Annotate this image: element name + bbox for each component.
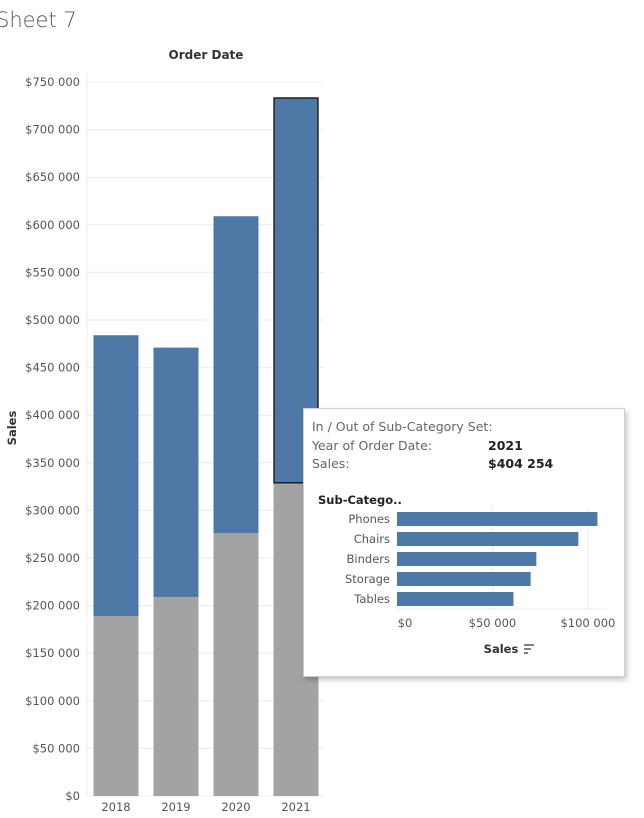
tt-x-tick-label: $50 000 bbox=[469, 616, 517, 630]
tt-x-tick-label: $100 000 bbox=[560, 616, 615, 630]
sheet-title: Sheet 7 bbox=[0, 8, 77, 32]
tt-row-header: Sub-Catego.. bbox=[318, 493, 402, 507]
tt-category-label: Tables bbox=[353, 592, 390, 606]
bar-in-2018[interactable] bbox=[93, 335, 139, 617]
x-tick-label: 2019 bbox=[161, 800, 190, 814]
y-tick-label: $100 000 bbox=[25, 694, 80, 708]
y-tick-label: $300 000 bbox=[25, 503, 80, 517]
tt-x-axis-label: Sales bbox=[484, 642, 519, 656]
y-tick-label: $550 000 bbox=[25, 265, 80, 279]
bar-out-2018[interactable] bbox=[93, 616, 139, 796]
bar-out-2019[interactable] bbox=[153, 597, 199, 796]
y-tick-label: $50 000 bbox=[32, 741, 80, 755]
tt-category-label: Chairs bbox=[354, 532, 390, 546]
y-tick-label: $600 000 bbox=[25, 218, 80, 232]
tt-category-label: Binders bbox=[347, 552, 390, 566]
x-tick-label: 2021 bbox=[281, 800, 310, 814]
y-tick-label: $750 000 bbox=[25, 75, 80, 89]
tooltip: In / Out of Sub-Category Set: Year of Or… bbox=[303, 408, 625, 677]
y-tick-label: $700 000 bbox=[25, 123, 80, 137]
y-axis-label: Sales bbox=[5, 411, 19, 446]
tooltip-year-label: Year of Order Date: bbox=[312, 438, 433, 453]
tooltip-sales-value: $404 254 bbox=[488, 456, 554, 471]
tt-bar-phones[interactable] bbox=[397, 512, 598, 526]
tooltip-sales-label: Sales: bbox=[312, 456, 350, 471]
tt-bar-binders[interactable] bbox=[397, 552, 537, 566]
bar-out-2020[interactable] bbox=[213, 533, 259, 796]
tt-x-tick-label: $0 bbox=[398, 616, 413, 630]
x-tick-label: 2020 bbox=[221, 800, 250, 814]
tt-category-label: Storage bbox=[345, 572, 390, 586]
chart-title: Order Date bbox=[169, 48, 244, 62]
tt-bar-storage[interactable] bbox=[397, 572, 531, 586]
tooltip-set-label: In / Out of Sub-Category Set: bbox=[312, 419, 493, 434]
tt-bar-chairs[interactable] bbox=[397, 532, 579, 546]
y-tick-label: $200 000 bbox=[25, 599, 80, 613]
sort-descending-icon[interactable] bbox=[524, 644, 534, 654]
y-tick-label: $350 000 bbox=[25, 456, 80, 470]
y-tick-label: $400 000 bbox=[25, 408, 80, 422]
y-tick-label: $0 bbox=[65, 789, 80, 803]
tooltip-bar-chart: $0 $50 000 $100 000 Sub-Catego.. Phones Chair… bbox=[318, 493, 615, 656]
y-tick-label: $150 000 bbox=[25, 646, 80, 660]
tooltip-year-value: 2021 bbox=[488, 438, 523, 453]
bar-selection-outline bbox=[273, 97, 319, 484]
bar-in-2020[interactable] bbox=[213, 216, 259, 534]
y-tick-label: $650 000 bbox=[25, 170, 80, 184]
tt-bar-tables[interactable] bbox=[397, 592, 514, 606]
y-tick-label: $250 000 bbox=[25, 551, 80, 565]
tt-category-label: Phones bbox=[348, 512, 390, 526]
x-tick-label: 2018 bbox=[101, 800, 130, 814]
y-tick-label: $450 000 bbox=[25, 361, 80, 375]
y-tick-label: $500 000 bbox=[25, 313, 80, 327]
bar-in-2019[interactable] bbox=[153, 347, 199, 598]
